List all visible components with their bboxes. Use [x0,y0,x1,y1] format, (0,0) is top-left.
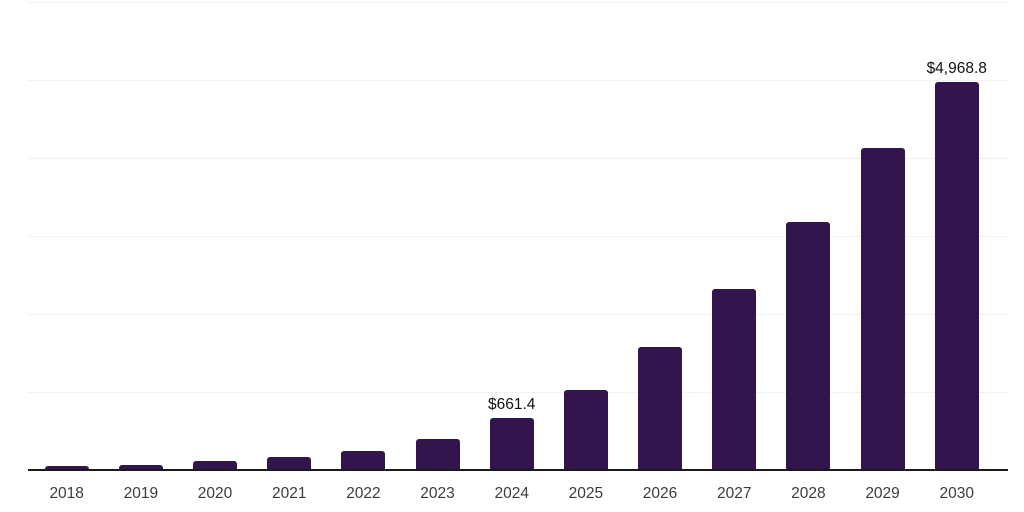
x-tick-label-2025: 2025 [568,485,604,502]
gridline [28,80,1008,81]
bar-value-label-2024: $661.4 [488,396,536,414]
bar-2018 [44,466,89,470]
bar-2023 [415,438,460,470]
x-tick-label-2024: 2024 [494,485,529,502]
bar-2025 [563,389,608,470]
bar-value-label-2030: $4,968.8 [926,60,987,78]
gridline [28,392,1008,393]
gridline [28,2,1008,3]
x-tick-label-2030: 2030 [939,485,974,502]
gridline [28,314,1008,315]
bar-2028 [786,222,831,470]
bar-2024 [489,418,534,470]
x-tick-label-2022: 2022 [346,485,381,502]
bar-2020 [193,461,238,470]
x-tick-label-2023: 2023 [420,485,455,502]
bar-2026 [638,346,683,470]
gridline [28,158,1008,159]
x-tick-label-2021: 2021 [271,485,307,502]
bar-2027 [712,289,757,470]
x-tick-label-2029: 2029 [865,485,900,502]
x-tick-label-2028: 2028 [791,485,826,502]
bar-2021 [267,457,312,470]
bar-2030 [934,82,979,470]
x-axis-line [28,469,1008,471]
x-tick-label-2026: 2026 [642,485,678,502]
x-tick-label-2019: 2019 [123,485,159,502]
x-tick-label-2020: 2020 [197,485,233,502]
bar-2022 [341,450,386,470]
x-tick-label-2027: 2027 [716,485,752,502]
gridline [28,236,1008,237]
x-tick-label-2018: 2018 [49,485,84,502]
bar-2019 [118,465,163,470]
bar-2029 [860,148,905,471]
